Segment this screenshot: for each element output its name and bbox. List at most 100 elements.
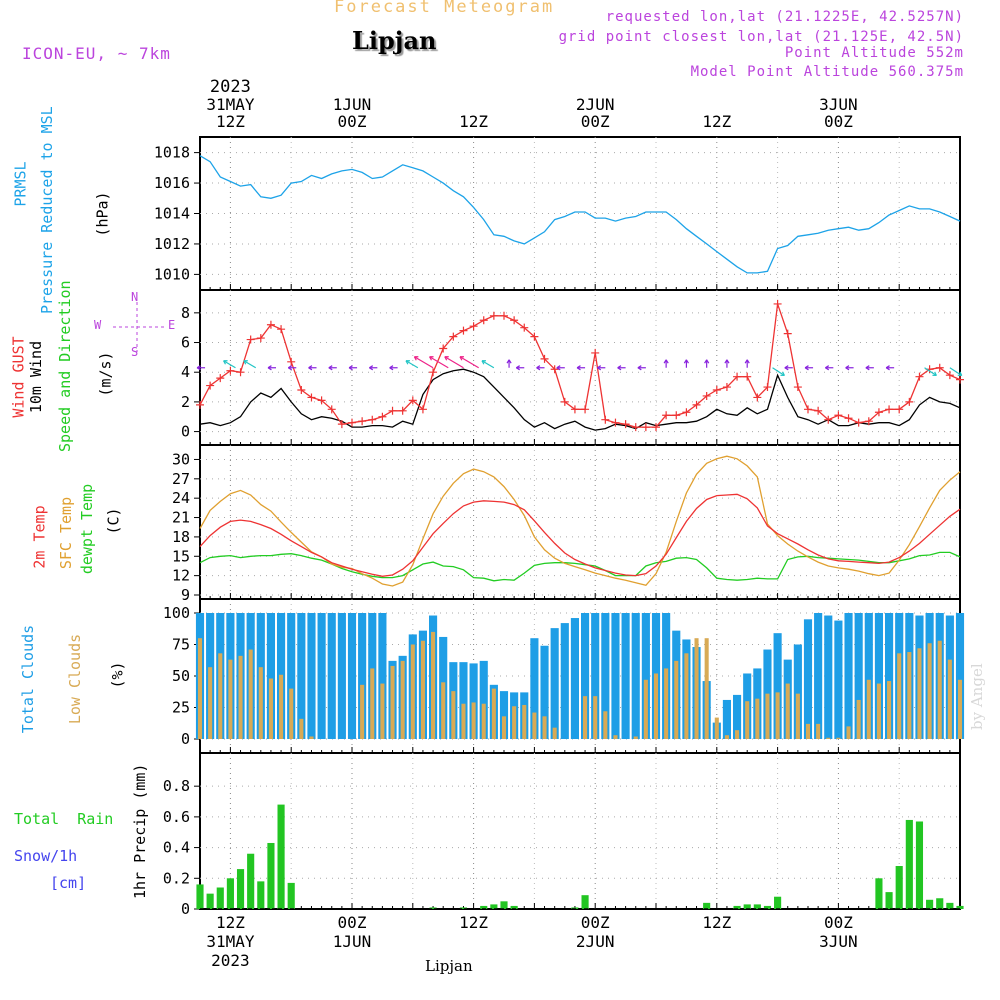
gust-marker: [388, 406, 397, 415]
low-cloud-bar: [785, 683, 790, 739]
total-cloud-bar: [581, 613, 590, 739]
ytick-label-temperature: 24: [172, 489, 190, 507]
wind-arrow-head: [308, 365, 313, 371]
low-cloud-bar: [420, 640, 425, 739]
gust-marker: [550, 365, 559, 374]
total-cloud-bar: [287, 613, 296, 739]
precip-bar: [926, 899, 934, 909]
gust-marker: [256, 334, 265, 343]
point-altitude: Point Altitude 552m: [784, 45, 964, 61]
gust-marker: [510, 316, 519, 325]
total-cloud-bar: [722, 699, 731, 739]
wind-speed-line: [199, 368, 961, 431]
top-hour-label: 00Z: [824, 112, 853, 131]
gust-marker: [439, 344, 448, 353]
low-cloud-bar: [228, 659, 233, 739]
gust-marker: [652, 423, 660, 432]
precip-bar: [236, 869, 245, 909]
wind-arrow-head: [243, 360, 248, 365]
wind-arrow-head: [885, 365, 890, 371]
wind-direction-arrow: [223, 360, 236, 369]
ytick-label-clouds: 50: [172, 667, 190, 685]
low-cloud-bar: [805, 723, 811, 739]
wind-arrow-head: [413, 356, 419, 361]
total-cloud-bar: [540, 645, 549, 739]
ytick-label-wind: 6: [181, 334, 190, 352]
low-cloud-bar: [957, 679, 963, 739]
bottom-hour-label: 00Z: [824, 913, 853, 932]
wind-arrow-head: [825, 365, 830, 371]
low-cloud-bar: [451, 691, 456, 739]
precip-bar: [571, 907, 579, 909]
low-cloud-bar: [917, 648, 922, 739]
top-year-label: 2023: [210, 77, 251, 97]
gust-marker: [874, 408, 883, 417]
gust-marker: [733, 372, 742, 381]
low-cloud-bar: [816, 723, 821, 739]
low-cloud-bar: [481, 703, 486, 739]
gust-marker: [905, 397, 914, 406]
top-hour-label: 00Z: [581, 112, 610, 131]
low-cloud-bar: [512, 706, 517, 739]
low-cloud-bar: [380, 683, 385, 739]
total-cloud-bar: [560, 623, 569, 739]
ytick-label-wind: 0: [181, 423, 190, 441]
gust-marker: [672, 411, 681, 420]
low-cloud-bar: [714, 717, 719, 739]
wind-arrow-head: [617, 365, 622, 371]
gust-marker: [611, 418, 620, 427]
gust-marker: [864, 417, 873, 426]
top-date-label: 2JUN: [576, 95, 615, 114]
label-total-rain: Total Rain: [14, 810, 114, 828]
total-cloud-bar: [621, 613, 630, 739]
gust-marker: [277, 325, 286, 334]
low-cloud-bar: [390, 665, 395, 739]
gust-marker: [520, 323, 529, 332]
low-cloud-bar: [735, 730, 740, 739]
precip-bar: [946, 902, 954, 909]
low-cloud-bar: [289, 688, 294, 739]
top-hour-label: 12Z: [702, 112, 731, 131]
low-cloud-bar: [501, 716, 507, 739]
wind-arrow-head: [223, 360, 228, 365]
precip-bar: [206, 893, 214, 909]
wind-arrow-head: [780, 371, 785, 377]
gust-marker: [500, 311, 508, 320]
ytick-label-precipitation: 0.2: [163, 869, 190, 887]
total-cloud-bar: [327, 613, 336, 739]
total-cloud-bar: [550, 628, 559, 739]
total-cloud-bar: [358, 613, 367, 739]
total-cloud-bar: [317, 613, 326, 739]
top-date-label: 3JUN: [819, 95, 858, 114]
dewpoint-line: [199, 551, 961, 582]
gust-marker: [378, 412, 387, 421]
precip-bar: [287, 882, 295, 909]
precip-bar: [267, 842, 275, 909]
gust-marker: [418, 405, 427, 414]
wind-arrow-head: [683, 359, 689, 364]
place-title: Lipjan: [352, 26, 437, 55]
low-cloud-bar: [279, 674, 284, 739]
wind-direction-arrow: [414, 356, 434, 369]
sfc-temp-line: [199, 455, 961, 587]
wind-arrow-head: [865, 365, 870, 371]
top-hour-label: 12Z: [216, 112, 245, 131]
gust-marker: [226, 366, 235, 375]
gust-marker: [844, 414, 853, 423]
low-cloud-bar: [552, 727, 557, 739]
wind-arrow-head: [637, 365, 642, 371]
low-cloud-bar: [846, 726, 851, 739]
gust-marker: [297, 386, 306, 395]
low-cloud-bar: [745, 701, 750, 739]
gust-marker: [773, 299, 782, 308]
gust-marker: [814, 406, 823, 415]
total-cloud-bar: [499, 691, 509, 739]
low-cloud-bar: [400, 660, 405, 739]
wind-arrow-head: [744, 359, 750, 364]
precip-bar: [936, 898, 944, 909]
gust-marker: [337, 420, 346, 429]
precip-bar: [257, 881, 265, 909]
low-cloud-bar: [876, 683, 881, 739]
precip-bar: [196, 884, 204, 909]
